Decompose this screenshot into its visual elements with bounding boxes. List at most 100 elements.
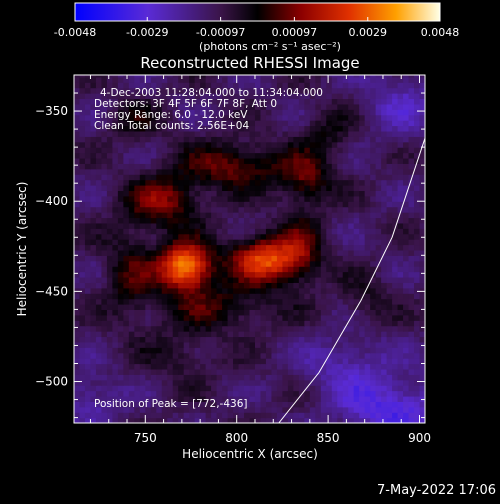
- heatmap-pixel: [222, 255, 229, 262]
- heatmap-pixel: [189, 287, 196, 294]
- heatmap-pixel: [408, 98, 415, 105]
- x-tick-label: 800: [225, 431, 248, 445]
- heatmap-pixel: [386, 136, 393, 143]
- heatmap-pixel: [381, 255, 388, 262]
- heatmap-pixel: [254, 336, 262, 343]
- heatmap-pixel: [194, 130, 201, 137]
- heatmap-pixel: [79, 87, 86, 94]
- heatmap-pixel: [156, 136, 163, 143]
- heatmap-pixel: [342, 390, 349, 397]
- heatmap-pixel: [370, 195, 377, 202]
- heatmap-pixel: [123, 201, 130, 208]
- heatmap-pixel: [101, 136, 108, 143]
- heatmap-pixel: [150, 249, 157, 256]
- heatmap-pixel: [408, 390, 415, 397]
- heatmap-pixel: [145, 103, 152, 110]
- heatmap-pixel: [167, 120, 174, 127]
- heatmap-pixel: [178, 266, 185, 273]
- heatmap-pixel: [233, 228, 240, 235]
- heatmap-pixel: [227, 168, 234, 175]
- heatmap-pixel: [183, 114, 190, 121]
- heatmap-pixel: [156, 341, 163, 348]
- heatmap-pixel: [90, 260, 97, 267]
- heatmap-pixel: [211, 249, 218, 256]
- heatmap-pixel: [386, 212, 393, 219]
- heatmap-pixel: [145, 212, 152, 219]
- heatmap-pixel: [315, 147, 322, 154]
- heatmap-pixel: [233, 82, 240, 89]
- heatmap-pixel: [271, 109, 278, 116]
- heatmap-pixel: [249, 390, 256, 397]
- heatmap-pixel: [364, 331, 371, 338]
- heatmap-pixel: [320, 320, 327, 327]
- heatmap-pixel: [304, 212, 311, 219]
- heatmap-pixel: [101, 401, 108, 408]
- heatmap-pixel: [271, 147, 278, 154]
- heatmap-pixel: [178, 184, 185, 191]
- heatmap-pixel: [200, 266, 207, 273]
- heatmap-pixel: [260, 395, 267, 402]
- heatmap-pixel: [205, 190, 212, 197]
- heatmap-pixel: [150, 109, 157, 116]
- heatmap-pixel: [271, 130, 278, 137]
- heatmap-pixel: [167, 260, 174, 267]
- heatmap-pixel: [370, 109, 377, 116]
- heatmap-pixel: [134, 222, 141, 229]
- heatmap-pixel: [211, 271, 218, 278]
- heatmap-pixel: [205, 374, 212, 381]
- heatmap-pixel: [84, 125, 92, 132]
- heatmap-pixel: [315, 109, 322, 116]
- heatmap-pixel: [200, 368, 207, 375]
- heatmap-pixel: [419, 222, 425, 229]
- heatmap-pixel: [337, 293, 344, 300]
- heatmap-pixel: [134, 298, 141, 305]
- heatmap-pixel: [145, 168, 152, 175]
- heatmap-pixel: [353, 358, 360, 365]
- heatmap-pixel: [222, 260, 229, 267]
- heatmap-pixel: [194, 206, 201, 213]
- heatmap-pixel: [293, 347, 300, 354]
- heatmap-pixel: [161, 341, 168, 348]
- heatmap-pixel: [167, 130, 174, 137]
- heatmap-pixel: [238, 395, 245, 402]
- heatmap-pixel: [320, 136, 327, 143]
- heatmap-pixel: [123, 233, 130, 240]
- heatmap-pixel: [123, 141, 130, 148]
- heatmap-pixel: [90, 298, 97, 305]
- heatmap-pixel: [139, 93, 146, 100]
- heatmap-pixel: [84, 385, 92, 392]
- heatmap-pixel: [183, 282, 190, 289]
- heatmap-pixel: [211, 341, 218, 348]
- heatmap-pixel: [244, 228, 251, 235]
- heatmap-pixel: [211, 331, 218, 338]
- heatmap-pixel: [238, 206, 245, 213]
- heatmap-pixel: [101, 120, 108, 127]
- heatmap-pixel: [74, 174, 81, 181]
- heatmap-pixel: [178, 125, 185, 132]
- heatmap-pixel: [397, 314, 404, 321]
- heatmap-pixel: [227, 163, 234, 170]
- heatmap-pixel: [150, 239, 157, 246]
- heatmap-pixel: [128, 287, 135, 294]
- heatmap-pixel: [238, 287, 245, 294]
- heatmap-pixel: [282, 341, 289, 348]
- heatmap-pixel: [106, 206, 113, 213]
- heatmap-pixel: [403, 147, 410, 154]
- heatmap-pixel: [353, 336, 360, 343]
- heatmap-pixel: [90, 109, 97, 116]
- heatmap-pixel: [271, 141, 278, 148]
- heatmap-pixel: [95, 336, 103, 343]
- heatmap-pixel: [244, 136, 251, 143]
- heatmap-pixel: [392, 347, 399, 354]
- heatmap-pixel: [309, 260, 316, 267]
- heatmap-pixel: [178, 271, 185, 278]
- heatmap-pixel: [145, 201, 152, 208]
- heatmap-pixel: [183, 314, 190, 321]
- heatmap-pixel: [139, 287, 146, 294]
- heatmap-pixel: [150, 282, 157, 289]
- heatmap-pixel: [90, 325, 97, 332]
- heatmap-pixel: [238, 385, 245, 392]
- heatmap-pixel: [298, 406, 305, 413]
- heatmap-pixel: [74, 244, 81, 251]
- heatmap-pixel: [375, 212, 382, 219]
